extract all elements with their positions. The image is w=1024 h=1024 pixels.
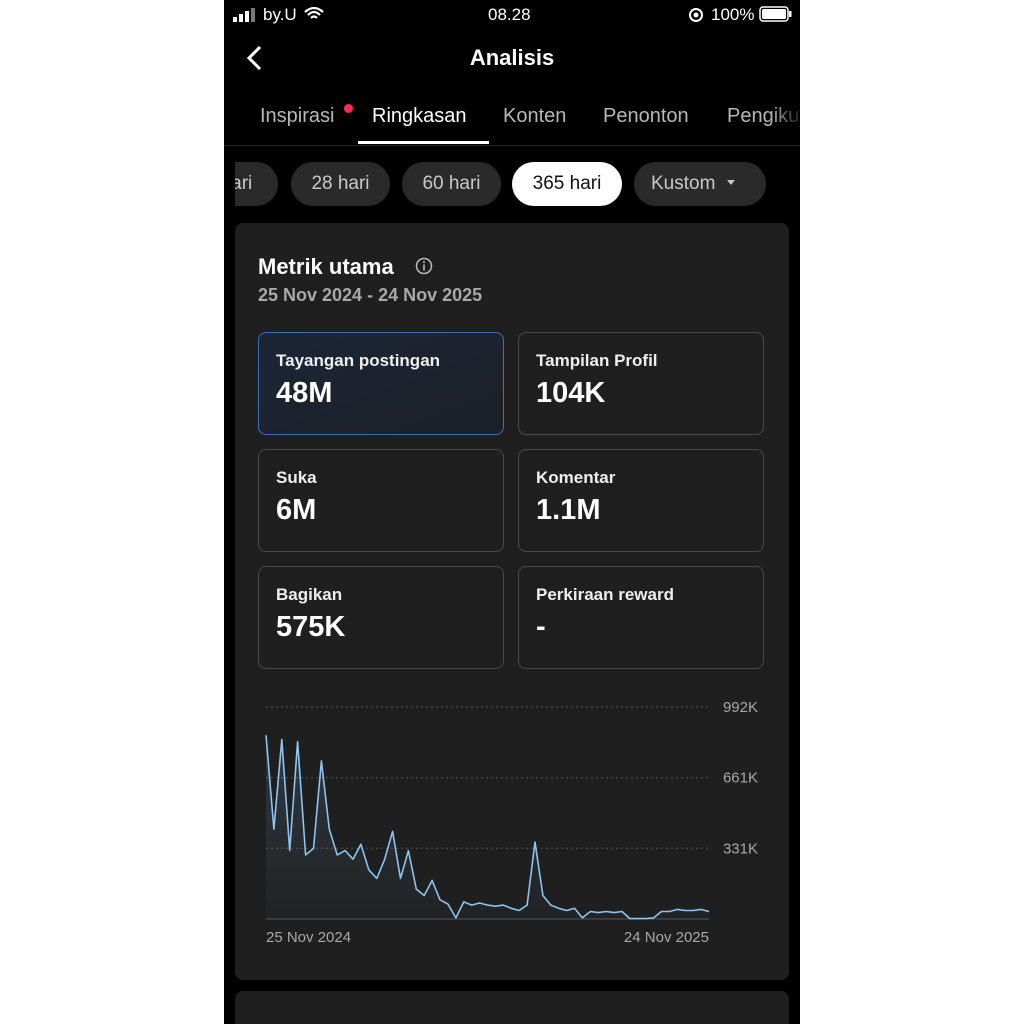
metric-card[interactable]: Bagikan 575K	[258, 566, 504, 669]
metric-value: 6M	[276, 494, 317, 526]
metric-label: Tampilan Profil	[536, 351, 658, 370]
page-title: Analisis	[469, 45, 555, 70]
tab-underline	[358, 141, 489, 144]
date-range: 25 Nov 2024 - 24 Nov 2025	[258, 285, 483, 305]
filter-chip[interactable]: 7 hari	[235, 162, 278, 206]
x-tick-label: 25 Nov 2024	[266, 929, 351, 946]
info-icon[interactable]	[415, 256, 435, 276]
signal-icon	[233, 8, 255, 22]
tab[interactable]: Konten	[503, 105, 567, 127]
line-chart: 331K 661K 992K 25 Nov 2024 24 Nov 2025	[265, 699, 758, 946]
metric-label: Bagikan	[276, 585, 343, 604]
tab[interactable]: Penonton	[603, 105, 689, 127]
tab-clip: Pengikut	[727, 100, 800, 136]
tab[interactable]: Pengikut	[727, 105, 800, 127]
metric-card[interactable]: Tampilan Profil 104K	[518, 332, 764, 435]
back-button[interactable]	[244, 44, 266, 74]
y-tick-label: 661K	[723, 770, 758, 787]
battery-icon	[759, 6, 792, 22]
metric-card-selected[interactable]: Tayangan postingan 48M	[258, 332, 504, 435]
next-card	[235, 991, 789, 1024]
wifi-icon	[304, 6, 324, 19]
tab[interactable]: Inspirasi	[260, 105, 335, 127]
clock: 08.28	[488, 5, 531, 24]
metric-value: 1.1M	[536, 494, 601, 526]
notification-dot	[344, 104, 353, 113]
phone-screen: by.U 08.28 100% Analisis Inspirasi Ringk…	[224, 0, 800, 1024]
filter-chip-label: Kustom	[651, 173, 716, 194]
y-tick-label: 331K	[723, 840, 758, 857]
battery-percent: 100%	[711, 5, 755, 24]
x-tick-label: 24 Nov 2025	[624, 929, 709, 946]
metric-label: Komentar	[536, 468, 616, 487]
carrier: by.U	[263, 5, 297, 24]
metric-value: -	[536, 611, 546, 643]
filter-chip-active[interactable]: 365 hari	[512, 162, 622, 206]
divider	[224, 145, 800, 146]
metric-label: Tayangan postingan	[276, 351, 441, 370]
tab-active[interactable]: Ringkasan	[372, 105, 467, 127]
metric-value: 48M	[276, 377, 333, 409]
dropdown-caret	[727, 180, 736, 185]
metric-label: Perkiraan reward	[536, 585, 674, 604]
line-area	[266, 735, 709, 919]
filter-chip[interactable]: 28 hari	[291, 162, 390, 206]
filter-chip[interactable]: 60 hari	[402, 162, 501, 206]
chip-clip: 7 hari	[235, 162, 279, 206]
metric-label: Suka	[276, 468, 317, 487]
metric-value: 104K	[536, 377, 606, 409]
line	[265, 735, 710, 920]
metric-value: 575K	[276, 611, 346, 643]
metric-card[interactable]: Perkiraan reward -	[518, 566, 764, 669]
lock-icon	[689, 8, 703, 22]
y-tick-label: 992K	[723, 699, 758, 716]
metrics-card: Metrik utama 25 Nov 2024 - 24 Nov 2025 T…	[235, 223, 789, 980]
card-title: Metrik utama	[258, 254, 394, 279]
metric-card[interactable]: Suka 6M	[258, 449, 504, 552]
metric-card[interactable]: Komentar 1.1M	[518, 449, 764, 552]
filter-dropdown[interactable]: Kustom	[634, 162, 766, 206]
